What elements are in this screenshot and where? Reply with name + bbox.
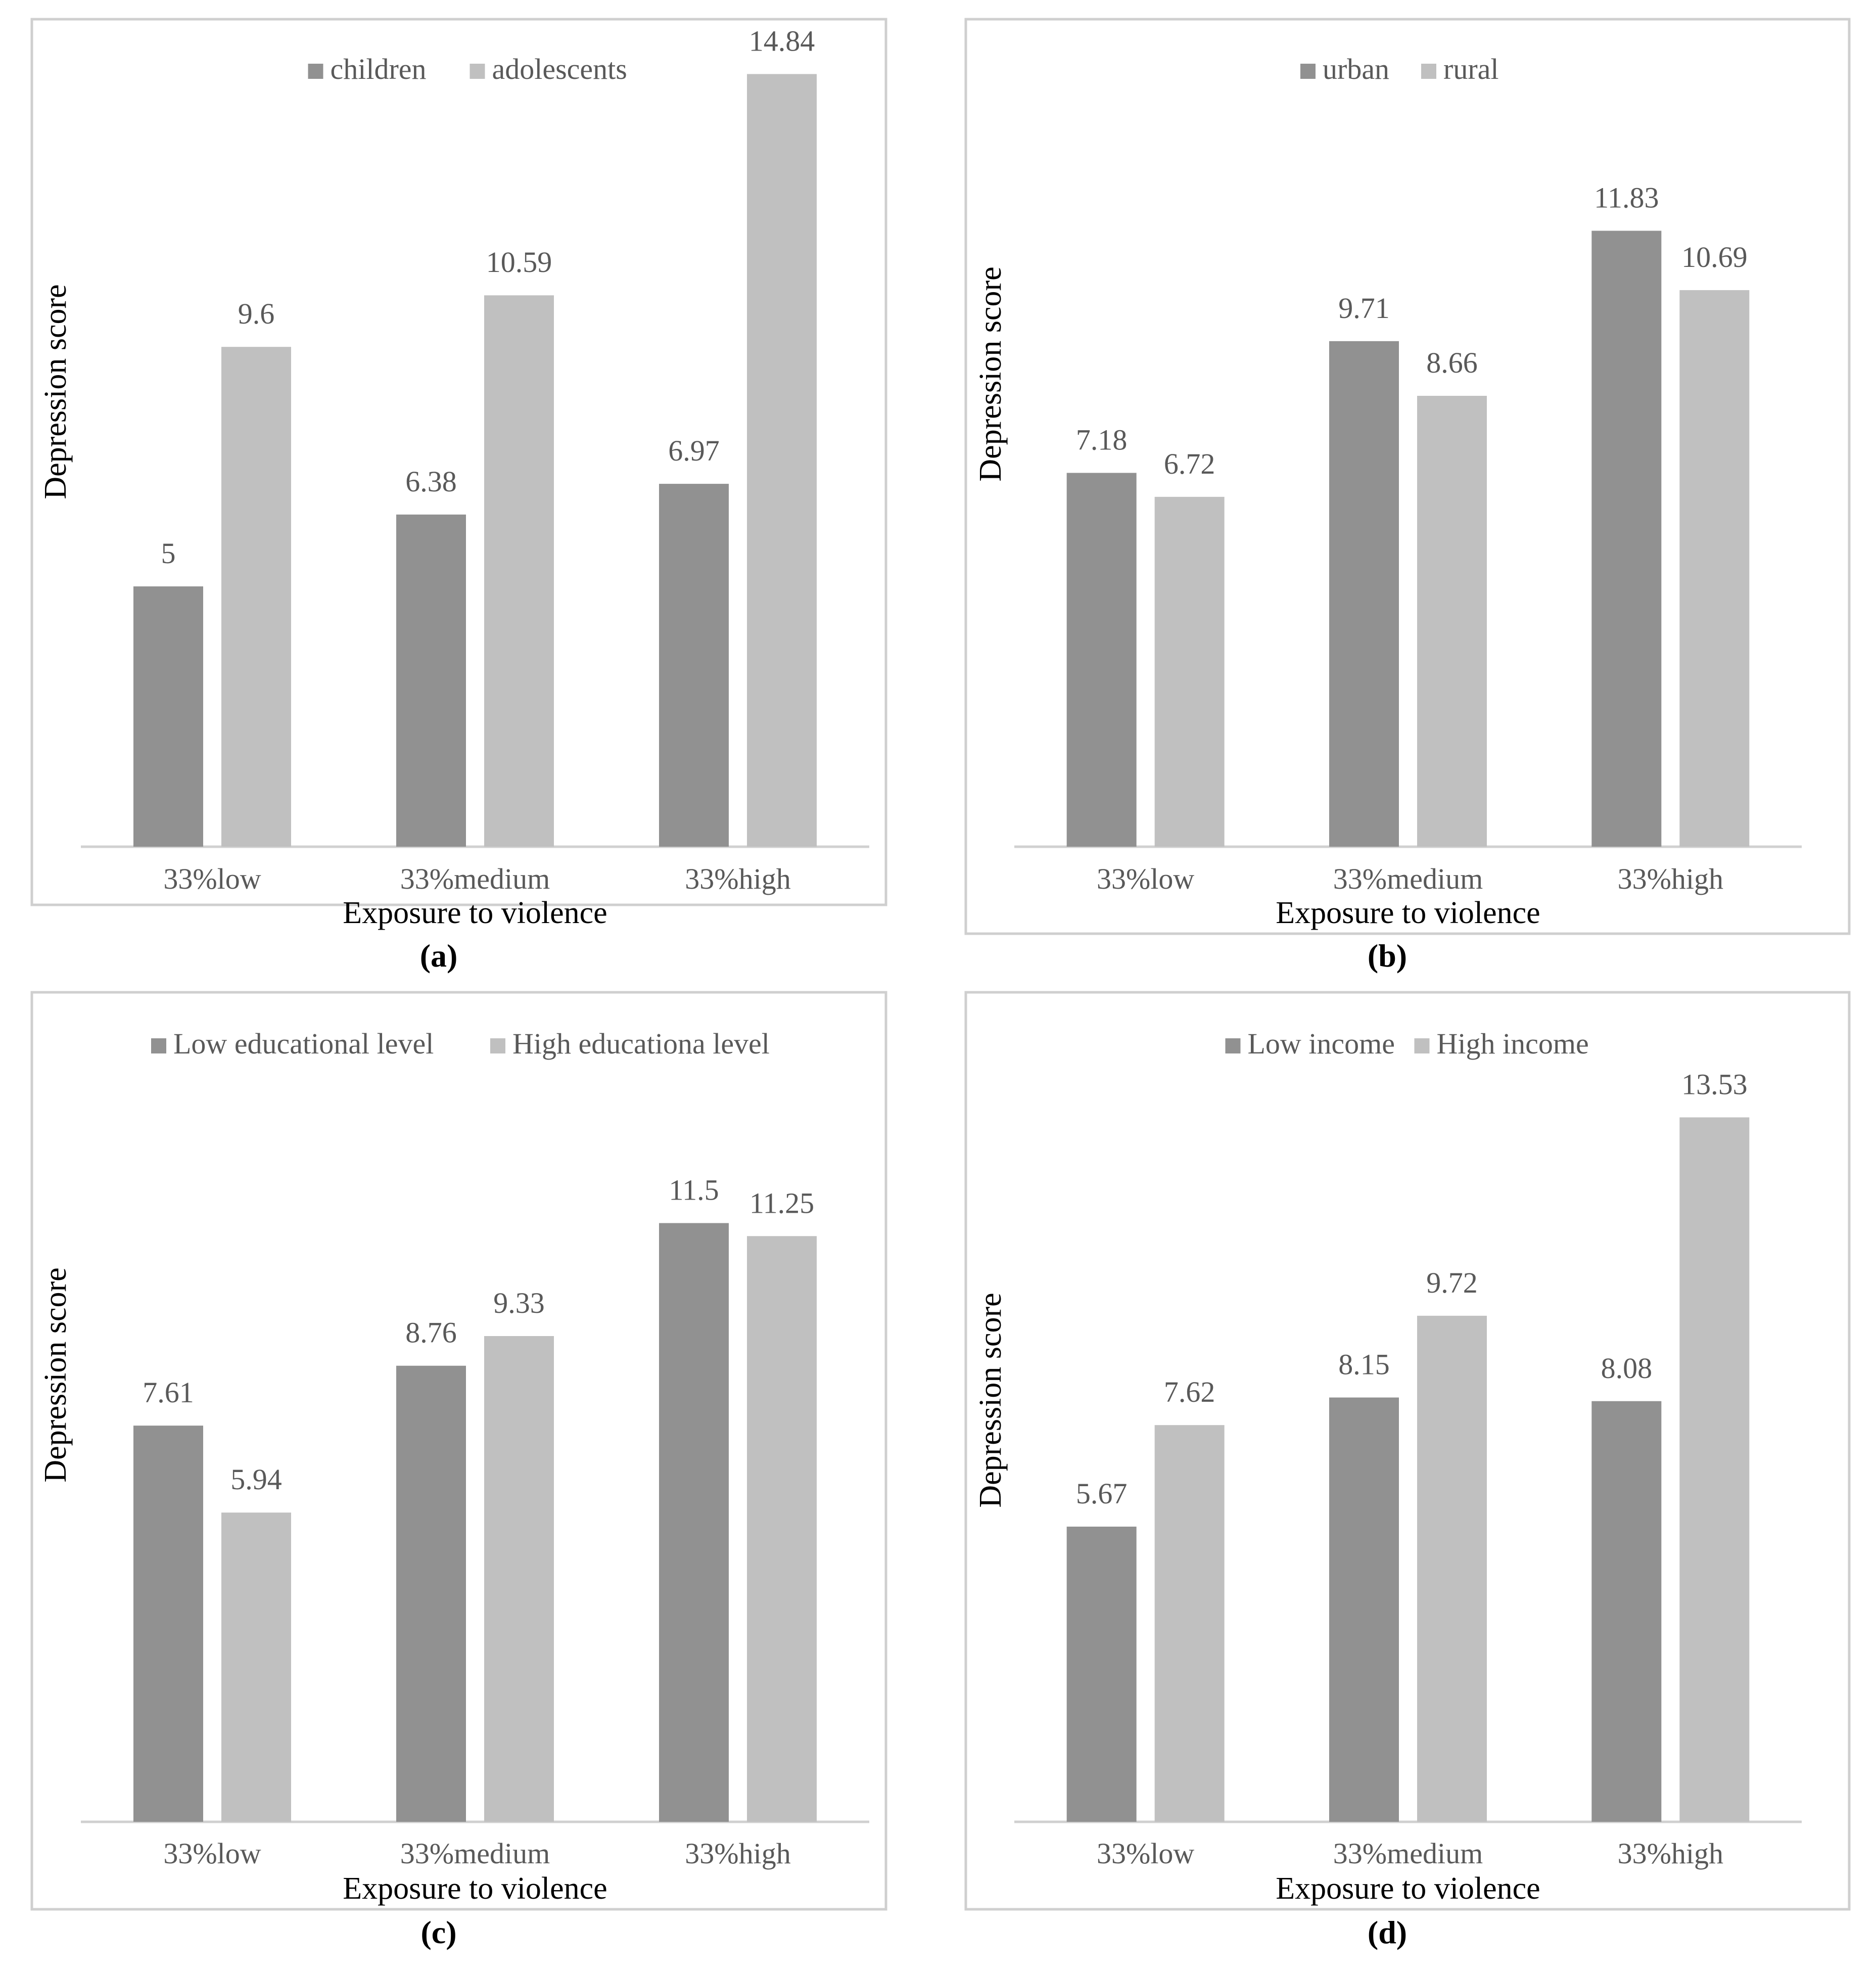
- panel-c-y-axis-title: Depression score: [38, 1267, 73, 1482]
- panel-b-bar-2-1: [1154, 496, 1225, 847]
- panel-b-x-axis-title: Exposure to violence: [1276, 896, 1540, 930]
- panel-c-x-tick-3: 33%high: [685, 1837, 790, 1870]
- panel-c-x-tick-1: 33%low: [163, 1837, 261, 1870]
- panel-c-data-label-2-1: 5.94: [230, 1463, 282, 1496]
- panel-b-data-label-1-3: 11.83: [1594, 181, 1659, 214]
- panel-d-bar-1-1: [1066, 1526, 1137, 1822]
- panel-d-legend-label-1: Low income: [1248, 1027, 1395, 1060]
- panel-a-data-label-1-1: 5: [161, 537, 176, 570]
- panel-c-bar-1-1: [133, 1426, 203, 1822]
- panel-c-legend-label-1: Low educational level: [173, 1027, 434, 1060]
- panel-b-legend-swatch-1: [1300, 64, 1316, 79]
- panel-b-data-label-1-2: 9.71: [1338, 292, 1390, 325]
- panel-d-legend-swatch-2: [1414, 1038, 1430, 1053]
- panel-d-legend-label-2: High income: [1437, 1027, 1589, 1060]
- panel-a-data-label-1-3: 6.97: [668, 434, 720, 467]
- panel-d-x-axis-title: Exposure to violence: [1276, 1871, 1540, 1906]
- panel-a-legend-label-1: children: [331, 53, 427, 85]
- panel-b-legend-swatch-2: [1421, 64, 1436, 79]
- panel-b-x-tick-1: 33%low: [1097, 862, 1194, 895]
- panel-c-data-label-1-3: 11.5: [669, 1174, 719, 1207]
- panel-b-label: (b): [1368, 938, 1407, 974]
- panel-b-y-axis-title: Depression score: [973, 266, 1008, 481]
- panel-c-bar-1-2: [396, 1365, 466, 1822]
- panel-b-bar-1-2: [1329, 341, 1399, 847]
- panel-b-data-label-2-1: 6.72: [1164, 447, 1215, 480]
- panel-d-frame: [964, 991, 1851, 1911]
- panel-c-data-label-2-3: 11.25: [749, 1186, 814, 1219]
- panel-d-x-tick-1: 33%low: [1097, 1837, 1194, 1870]
- panel-a-data-label-2-1: 9.6: [238, 297, 275, 330]
- panel-d-data-label-2-1: 7.62: [1164, 1375, 1215, 1408]
- panel-d-data-label-1-2: 8.15: [1338, 1348, 1390, 1381]
- panel-d-bar-2-3: [1679, 1117, 1750, 1822]
- panel-c-legend-swatch-1: [151, 1038, 166, 1053]
- panel-b-x-tick-3: 33%high: [1618, 862, 1723, 895]
- panel-b-legend-label-1: urban: [1323, 53, 1389, 85]
- panel-d-data-label-2-2: 9.72: [1426, 1266, 1478, 1299]
- panel-b-frame: [964, 18, 1851, 935]
- panel-d-bar-2-1: [1154, 1425, 1225, 1822]
- panel-c-bar-2-2: [484, 1336, 554, 1822]
- panel-d-bar-1-2: [1329, 1397, 1399, 1822]
- panel-b-bar-2-3: [1679, 290, 1750, 847]
- panel-c-label: (c): [420, 1914, 456, 1950]
- panel-a-data-label-1-2: 6.38: [405, 465, 457, 498]
- panel-a-bar-1-3: [659, 484, 729, 847]
- panel-d-bar-2-2: [1417, 1315, 1487, 1822]
- panel-a-bar-2-2: [484, 295, 554, 847]
- panel-c-legend-swatch-2: [490, 1038, 505, 1053]
- panel-d-x-tick-3: 33%high: [1618, 1837, 1723, 1870]
- panel-a-bar-1-2: [396, 514, 466, 847]
- panel-a-x-tick-2: 33%medium: [400, 862, 550, 895]
- panel-c-data-label-1-2: 8.76: [405, 1316, 457, 1349]
- panel-d-bar-1-3: [1591, 1401, 1662, 1822]
- panel-d-y-axis-title: Depression score: [973, 1293, 1008, 1507]
- panel-d-data-label-1-1: 5.67: [1076, 1477, 1128, 1510]
- panel-b-data-label-1-1: 7.18: [1076, 423, 1128, 456]
- panel-a-y-axis-title: Depression score: [38, 284, 73, 499]
- panel-c-bar-2-3: [747, 1236, 817, 1822]
- panel-c-legend-label-2: High educationa level: [512, 1027, 770, 1060]
- panel-c-data-label-1-1: 7.61: [143, 1376, 194, 1409]
- panel-b-data-label-2-2: 8.66: [1426, 346, 1478, 379]
- panel-a-x-axis-title: Exposure to violence: [343, 896, 607, 930]
- panel-a-bar-1-1: [133, 586, 203, 847]
- panel-a-x-tick-3: 33%high: [685, 862, 790, 895]
- panel-b-legend-label-2: rural: [1443, 53, 1499, 85]
- panel-a-legend-swatch-2: [470, 64, 485, 79]
- panel-d-legend-swatch-1: [1225, 1038, 1241, 1053]
- panel-c-bar-2-1: [221, 1512, 291, 1822]
- panel-a-bar-2-1: [221, 347, 291, 847]
- panel-a-legend-label-2: adolescents: [492, 53, 627, 85]
- panel-a-x-tick-1: 33%low: [163, 862, 261, 895]
- panel-a-bar-2-3: [747, 74, 817, 847]
- panel-c-x-axis-title: Exposure to violence: [343, 1871, 607, 1906]
- panel-a-data-label-2-2: 10.59: [486, 246, 552, 279]
- panel-d-data-label-1-3: 8.08: [1601, 1352, 1653, 1385]
- panel-b-bar-2-2: [1417, 396, 1487, 847]
- panel-c-data-label-2-2: 9.33: [493, 1287, 545, 1319]
- panel-d-label: (d): [1368, 1914, 1407, 1950]
- panel-b-data-label-2-3: 10.69: [1681, 241, 1748, 273]
- panel-a-legend-swatch-1: [308, 64, 323, 79]
- panel-c-x-tick-2: 33%medium: [400, 1837, 550, 1870]
- panel-d-x-tick-2: 33%medium: [1333, 1837, 1483, 1870]
- panel-a-data-label-2-3: 14.84: [749, 24, 815, 57]
- panel-d-data-label-2-3: 13.53: [1681, 1068, 1748, 1100]
- panel-a-label: (a): [420, 938, 458, 974]
- panel-c-bar-1-3: [659, 1223, 729, 1822]
- panel-c-frame: [30, 991, 887, 1911]
- panel-b-x-tick-2: 33%medium: [1333, 862, 1483, 895]
- panel-a-frame: [30, 18, 887, 906]
- panel-b-bar-1-1: [1066, 473, 1137, 847]
- panel-b-bar-1-3: [1591, 231, 1662, 847]
